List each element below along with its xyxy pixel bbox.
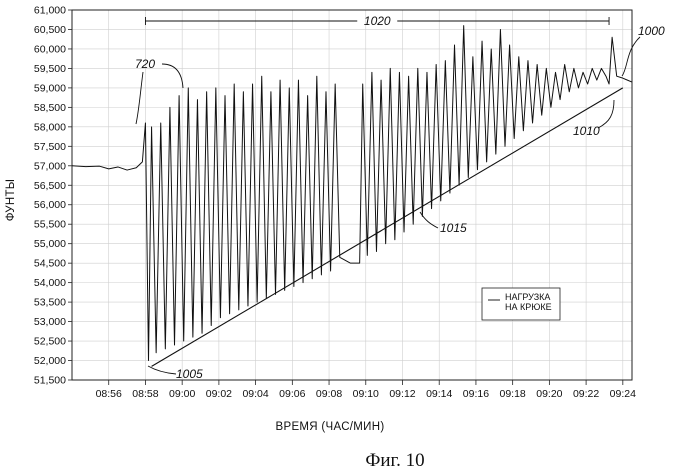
y-tick-label: 51,500 — [34, 375, 66, 387]
y-tick-label: 56,000 — [34, 199, 66, 211]
leader-720-b — [162, 64, 183, 88]
ref-label-1000: 1000 — [638, 24, 665, 38]
x-tick-label: 09:12 — [389, 388, 415, 400]
y-tick-label: 56,500 — [34, 180, 66, 192]
leader-1000 — [622, 37, 640, 76]
x-tick-label: 09:06 — [279, 388, 305, 400]
y-tick-label: 52,500 — [34, 336, 66, 348]
x-tick-label: 08:56 — [96, 388, 122, 400]
y-tick-label: 58,500 — [34, 102, 66, 114]
leader-1010 — [598, 100, 614, 128]
x-tick-label: 09:20 — [536, 388, 562, 400]
y-tick-label: 54,000 — [34, 277, 66, 289]
y-tick-label: 55,500 — [34, 219, 66, 231]
y-tick-label: 60,500 — [34, 24, 66, 36]
y-tick-label: 53,000 — [34, 316, 66, 328]
ref-label-720: 720 — [135, 57, 155, 71]
y-tick-label: 52,000 — [34, 355, 66, 367]
ref-label-1015: 1015 — [440, 221, 467, 235]
y-tick-label: 58,000 — [34, 121, 66, 133]
y-tick-label: 57,500 — [34, 141, 66, 153]
x-tick-label: 09:14 — [426, 388, 452, 400]
y-axis-label: ФУНТЫ — [5, 179, 17, 222]
x-tick-label: 09:18 — [500, 388, 526, 400]
x-tick-label: 08:58 — [132, 388, 158, 400]
x-tick-label: 09:22 — [573, 388, 599, 400]
legend-entry-label: НАГРУЗКАНА КРЮКЕ — [505, 292, 552, 312]
legend: НАГРУЗКАНА КРЮКЕ — [482, 288, 560, 320]
x-tick-label: 09:04 — [242, 388, 268, 400]
y-tick-label: 60,000 — [34, 43, 66, 55]
y-tick-label: 57,000 — [34, 160, 66, 172]
y-tick-label: 61,000 — [34, 5, 66, 17]
x-tick-label: 09:24 — [610, 388, 636, 400]
y-tick-label: 53,500 — [34, 297, 66, 309]
ref-label-1020: 1020 — [364, 14, 391, 28]
x-tick-label: 09:02 — [206, 388, 232, 400]
x-tick-label: 09:00 — [169, 388, 195, 400]
reference-annotations: 1020 1000 720 1010 1015 1005 — [135, 14, 665, 381]
legend-entry-line: НА КРЮКЕ — [505, 302, 552, 312]
y-tick-label: 54,500 — [34, 258, 66, 270]
x-axis-ticks: 08:56 08:58 09:00 09:02 09:04 09:06 09:08 09:10… — [96, 380, 637, 400]
y-tick-label: 59,500 — [34, 63, 66, 75]
y-tick-label: 55,000 — [34, 238, 66, 250]
x-tick-label: 09:16 — [463, 388, 489, 400]
leader-1005 — [148, 366, 176, 374]
x-tick-label: 09:10 — [353, 388, 379, 400]
legend-entry-line: НАГРУЗКА — [505, 292, 550, 302]
leader-720-a — [136, 72, 143, 124]
x-axis-label: ВРЕМЯ (ЧАС/МИН) — [276, 421, 385, 433]
ref-label-1010: 1010 — [573, 124, 600, 138]
figure-caption: Фиг. 10 — [365, 450, 424, 471]
y-tick-label: 59,000 — [34, 82, 66, 94]
ref-label-1005: 1005 — [176, 367, 203, 381]
y-axis-ticks: 51,500 52,000 52,500 53,000 53,500 54,000 54,5… — [34, 5, 72, 387]
x-tick-label: 09:08 — [316, 388, 342, 400]
